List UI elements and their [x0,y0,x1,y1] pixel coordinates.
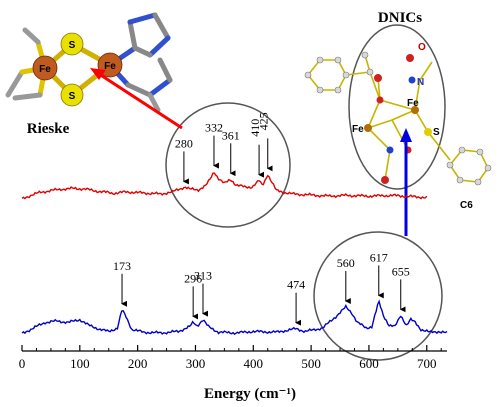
sulfur-atom [424,128,432,136]
iron-atom [411,106,419,114]
rieske-structure: S S Fe Fe [5,12,173,113]
x-tick-label: 200 [128,356,148,371]
x-tick-label: 0 [19,356,26,371]
oxygen-atom [374,74,382,82]
x-tick-label: 700 [417,356,437,371]
dnic-structure: O N Fe Fe S C6 [304,24,492,211]
atom-label-fe-right: Fe [104,61,116,72]
x-tick-label: 500 [301,356,321,371]
dnic-pointer-arrowhead [400,128,412,142]
atom-label-s-top: S [69,40,76,51]
rieske-label: Rieske [27,121,70,137]
peak-label: 332 [205,121,223,135]
atom-label-n: N [417,77,424,88]
atom-label-fe-left: Fe [39,64,51,75]
oxygen-atom [376,96,384,104]
peak-label: 313 [194,269,212,283]
oxygen-atom [406,54,414,62]
peak-label: 425 [257,112,271,130]
peak-label: 280 [175,136,193,150]
x-tick-label: 600 [359,356,379,371]
peak-label: 296 [184,271,202,285]
x-tick-label: 400 [244,356,264,371]
peak-label: 560 [337,256,355,270]
x-axis-ticks: 0 100 200 300 400 500 600 700 [19,345,442,371]
atom-label-fe1: Fe [352,124,364,135]
oxygen-atom [381,176,389,184]
nitrogen-atom [386,146,394,154]
peak-label: 474 [287,278,305,292]
x-axis-title: Energy (cm⁻¹) [204,386,296,402]
dnic-zoom-circle [313,231,443,361]
nitrogen-atom [408,76,416,84]
dnic-spectrum-line [21,299,448,335]
atom-label-s: S [433,127,440,138]
peak-label: 655 [392,264,410,278]
rieske-pointer-arrowhead [90,68,106,80]
atom-label-o: O [418,42,426,53]
peak-label: 410 [248,119,262,137]
atom-label-s-bottom: S [69,91,76,102]
dnic-ellipse [348,24,446,190]
iron-atom [364,124,372,132]
iron-atom [32,55,58,81]
atom-label-c6: C6 [460,200,473,211]
atom-label-fe2: Fe [407,98,419,109]
sulfur-atom [60,32,84,56]
peak-label: 173 [113,259,131,273]
dnics-label: DNICs [378,10,422,26]
peak-label: 617 [370,250,388,264]
rieske-spectrum-line [21,172,428,200]
x-tick-label: 300 [186,356,206,371]
rieske-pointer-arrow [95,70,183,130]
peak-label: 361 [222,128,240,142]
rieske-zoom-circle [165,102,291,228]
sulfur-atom [60,83,84,107]
x-tick-label: 100 [70,356,90,371]
